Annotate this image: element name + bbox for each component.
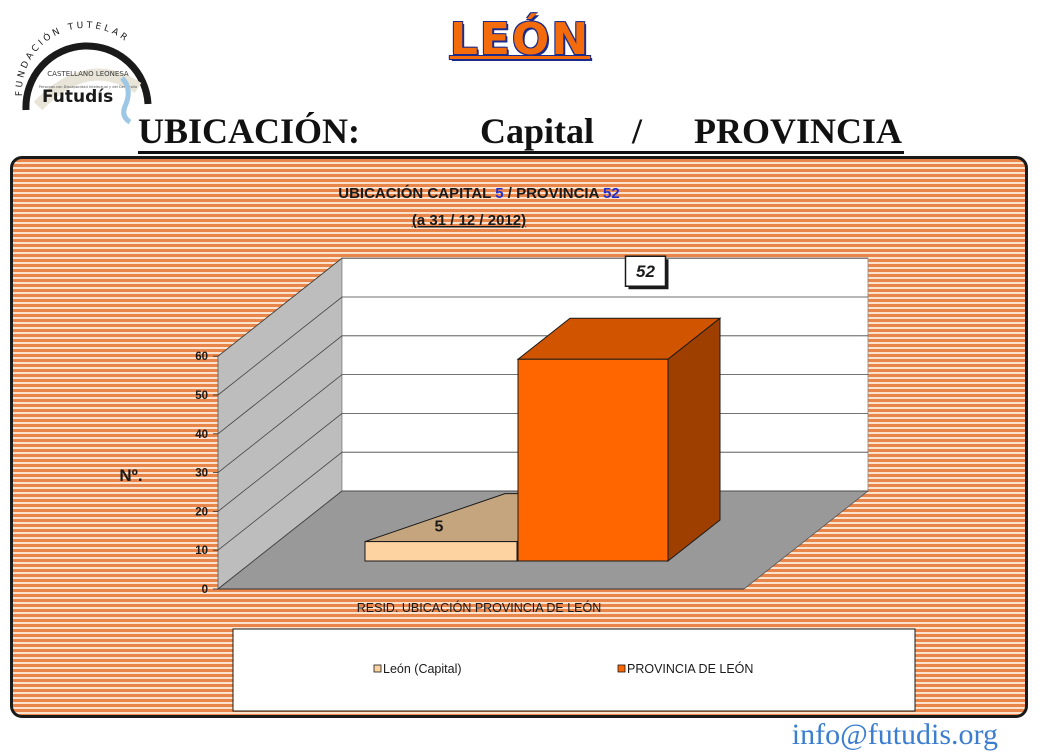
subtitle-capital: Capital: [480, 111, 595, 151]
chart-subtitle: (a 31 / 12 / 2012): [412, 212, 526, 229]
legend-swatch-capital: [373, 664, 382, 673]
bar-chart: UBICACIÓN CAPITAL 5 / PROVINCIA 52 (a 31…: [119, 184, 916, 712]
chart-title-value-provincia: 52: [603, 185, 620, 202]
gridline-60: [217, 257, 868, 357]
subtitle-slash: /: [632, 111, 643, 151]
bar-side-provincia: [667, 317, 721, 563]
chart-title: UBICACIÓN CAPITAL 5 / PROVINCIA 52: [338, 184, 619, 202]
gridline-50: [217, 296, 868, 396]
chart-title-value-capital: 5: [495, 185, 503, 202]
y-tick-label: 60: [195, 351, 208, 363]
y-tick-label: 40: [195, 429, 208, 441]
chart-title-part-1: UBICACIÓN CAPITAL: [338, 184, 495, 202]
logo-ribbon-text: CASTELLANO LEONESA: [47, 70, 129, 78]
data-label-capital: 5: [435, 519, 444, 536]
chart-title-part-3: / PROVINCIA: [504, 185, 603, 202]
logo-swirl-icon: [120, 76, 132, 125]
subtitle-provincia: PROVINCIA: [694, 111, 903, 151]
y-tick-label: 50: [195, 390, 208, 402]
legend-label-provincia: PROVINCIA DE LEÓN: [627, 661, 753, 676]
bar-capital: [364, 541, 518, 562]
y-axis-label: Nº.: [119, 466, 142, 485]
legend: [232, 628, 916, 712]
legend-swatch-provincia: [617, 664, 626, 673]
y-tick-label: 10: [195, 545, 208, 557]
futudis-logo: FUNDACIÓN TUTELAR CASTELLANO LEONESA Per…: [15, 21, 152, 125]
bar-provincia: [517, 358, 669, 562]
data-label-provincia: 52: [636, 262, 655, 281]
y-tick-label: 20: [195, 506, 208, 518]
logo-brand: Futudís: [42, 87, 113, 107]
legend-label-capital: León (Capital): [383, 662, 462, 676]
subtitle-label: UBICACIÓN:: [138, 111, 361, 151]
data-label-box: [624, 255, 667, 287]
y-tick-label: 0: [202, 584, 208, 596]
page-title: LEÓN: [449, 14, 591, 65]
chart-panel: UBICACIÓN CAPITAL 5 / PROVINCIA 52 (a 31…: [10, 156, 1028, 718]
contact-email[interactable]: info@futudis.org: [791, 718, 998, 751]
x-axis-label: RESID. UBICACIÓN PROVINCIA DE LEÓN: [357, 600, 602, 615]
page-subtitle: UBICACIÓN: Capital / PROVINCIA: [138, 110, 904, 154]
y-tick-label: 30: [195, 468, 208, 480]
logo-small-text: Personas con Discapacidad Intelectual y …: [39, 85, 137, 89]
